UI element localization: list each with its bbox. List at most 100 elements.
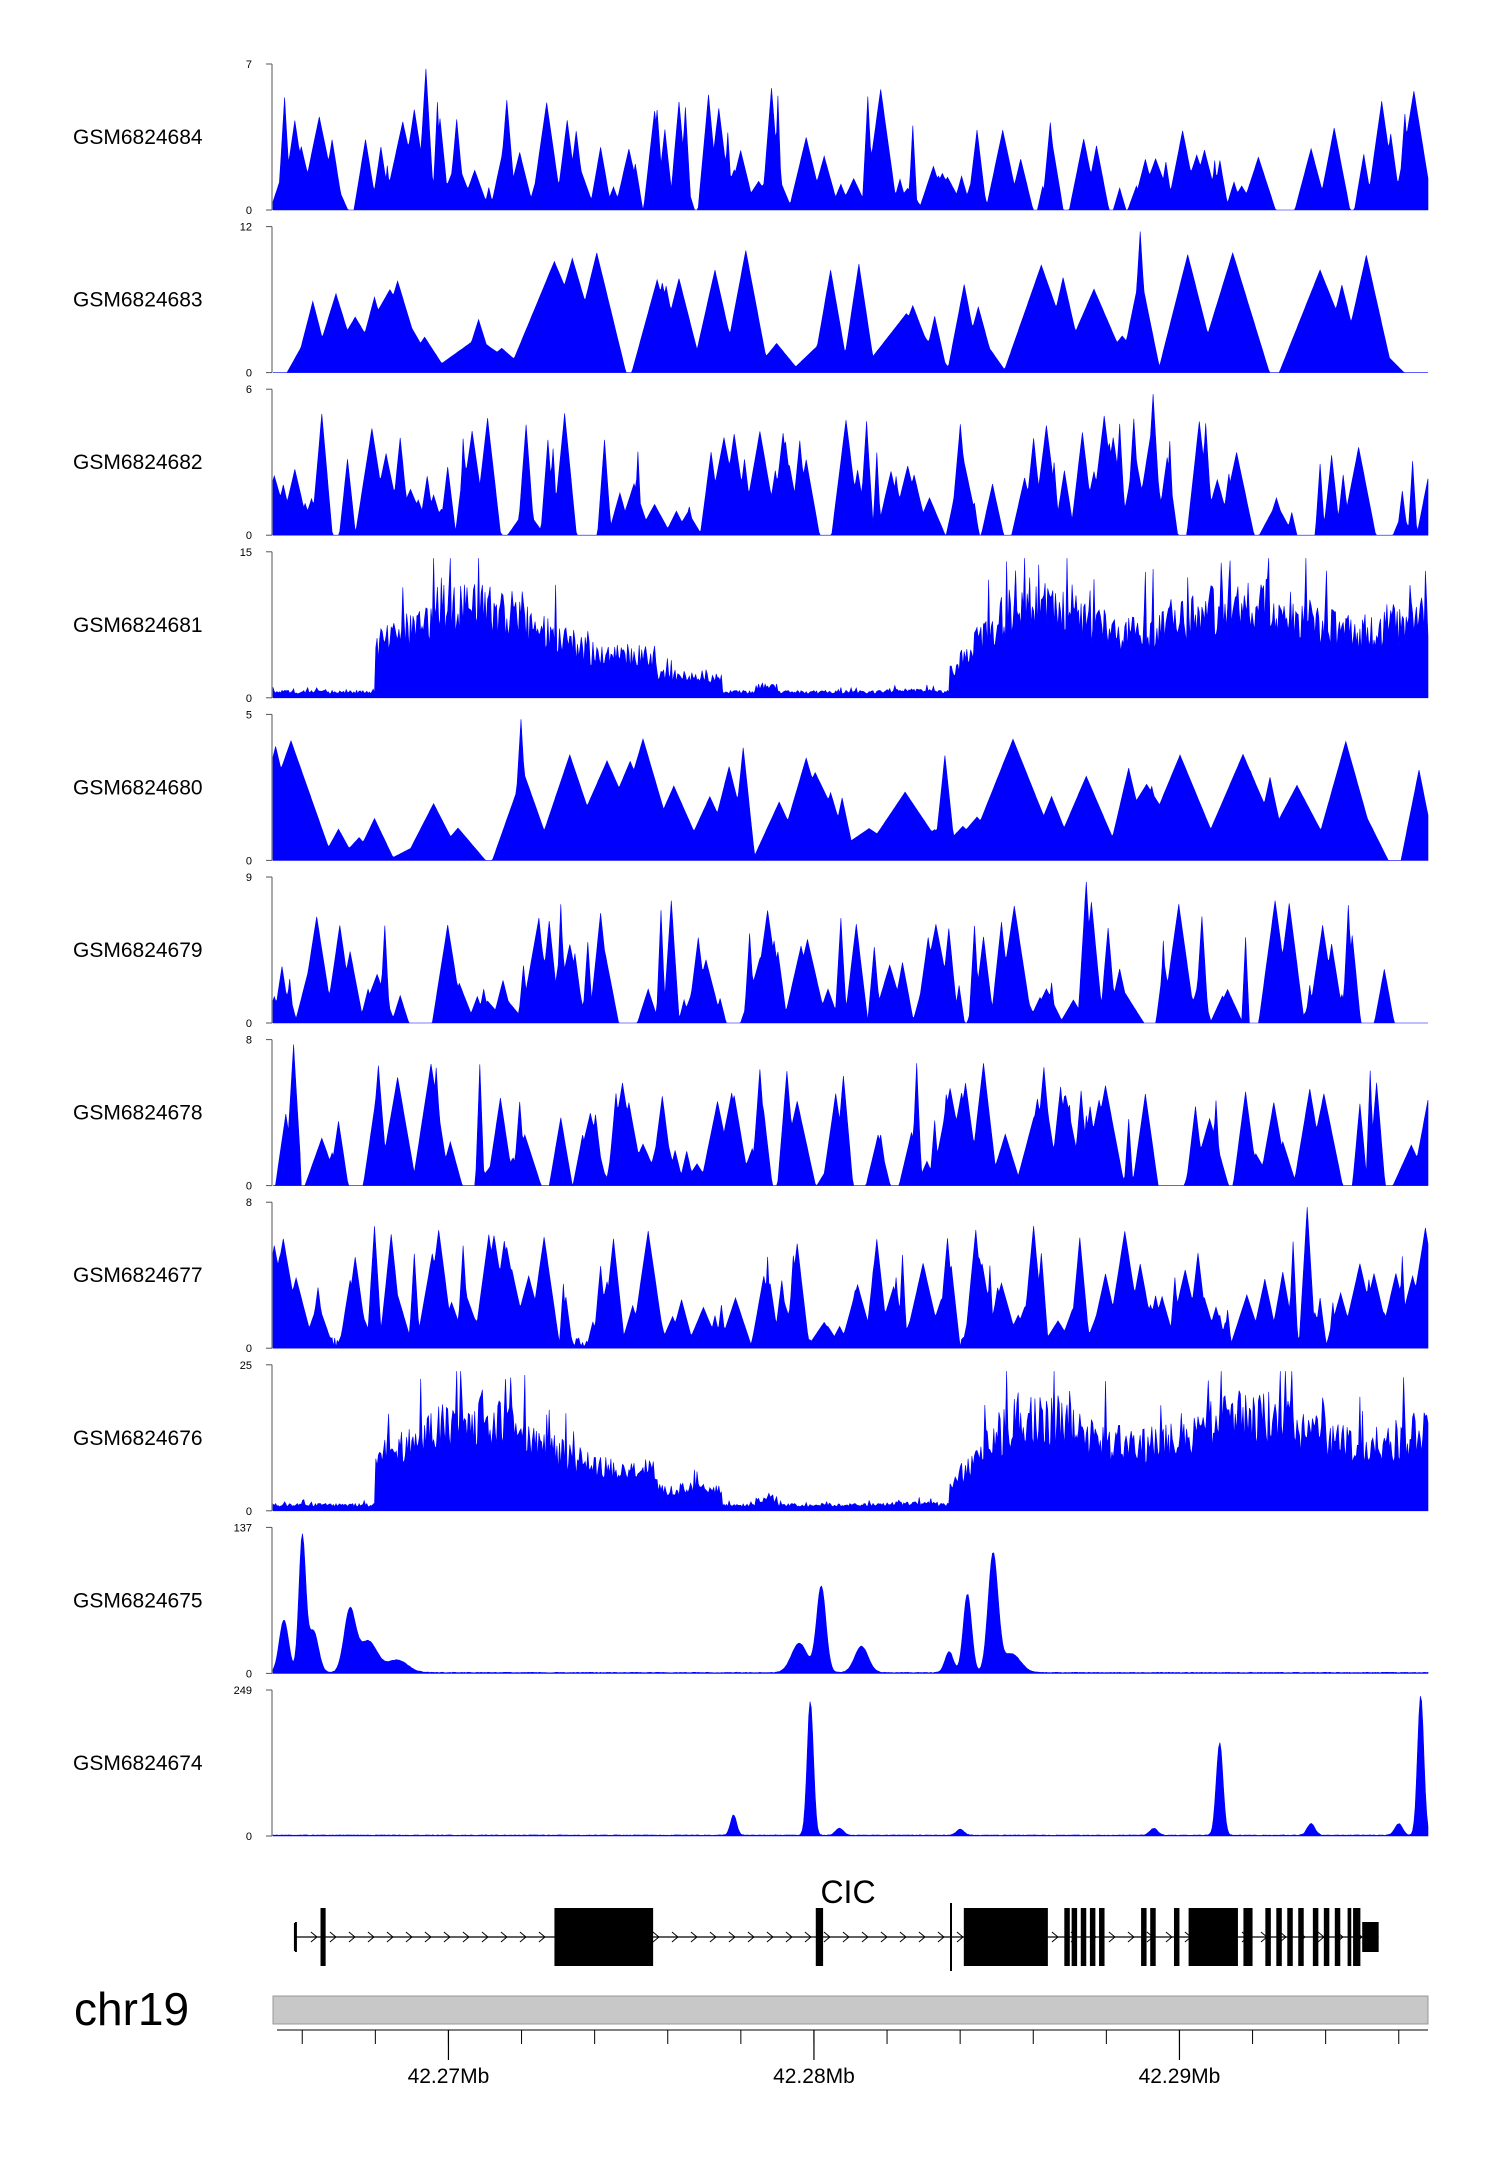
y-min-label: 0 xyxy=(246,205,252,217)
y-min-label: 0 xyxy=(246,855,252,867)
strand-arrow xyxy=(500,1931,508,1943)
gene-exon xyxy=(1287,1908,1293,1966)
track-GSM6824682: GSM6824682 6 0 xyxy=(73,384,1429,542)
track-label: GSM6824674 xyxy=(73,1752,203,1775)
gene-exon xyxy=(1141,1908,1147,1966)
strand-arrow xyxy=(310,1931,318,1943)
strand-arrow xyxy=(538,1931,546,1943)
signal-area xyxy=(272,1207,1429,1349)
gene-exon xyxy=(1353,1908,1361,1966)
strand-arrow xyxy=(747,1931,755,1943)
x-tick-label: 42.27Mb xyxy=(408,2065,490,2088)
signal-area xyxy=(272,558,1429,699)
strand-arrow xyxy=(348,1931,356,1943)
track-label: GSM6824675 xyxy=(73,1589,203,1612)
track-label: GSM6824682 xyxy=(73,451,203,474)
track-label: GSM6824684 xyxy=(73,126,203,149)
track-label: GSM6824677 xyxy=(73,1264,203,1287)
gene-exon xyxy=(815,1908,824,1966)
strand-arrow xyxy=(937,1931,945,1943)
y-max-label: 25 xyxy=(240,1360,252,1372)
track-GSM6824678: GSM6824678 8 0 xyxy=(73,1035,1429,1193)
y-max-label: 6 xyxy=(246,384,252,396)
signal-area xyxy=(272,1371,1429,1512)
x-tick-label: 42.29Mb xyxy=(1139,2065,1221,2088)
gene-exon xyxy=(1323,1908,1330,1966)
gene-model: CIC xyxy=(293,1874,1379,1971)
gene-exon xyxy=(1064,1908,1070,1966)
y-max-label: 7 xyxy=(246,59,252,71)
track-GSM6824674: GSM6824674 249 0 xyxy=(73,1685,1429,1843)
strand-arrow xyxy=(405,1931,413,1943)
y-min-label: 0 xyxy=(246,368,252,380)
gene-exon xyxy=(1099,1908,1105,1966)
track-GSM6824680: GSM6824680 5 0 xyxy=(73,709,1429,867)
gene-exon xyxy=(963,1908,1048,1966)
gene-exon xyxy=(1188,1908,1238,1966)
strand-arrow xyxy=(1165,1931,1173,1943)
strand-arrow xyxy=(671,1931,679,1943)
gene-exon xyxy=(1362,1922,1379,1952)
strand-arrow xyxy=(652,1931,660,1943)
track-label: GSM6824679 xyxy=(73,939,203,962)
y-max-label: 8 xyxy=(246,1197,252,1209)
strand-arrow xyxy=(823,1931,831,1943)
signal-area xyxy=(273,231,1428,373)
strand-arrow xyxy=(481,1931,489,1943)
y-max-label: 249 xyxy=(234,1685,252,1697)
y-min-label: 0 xyxy=(246,1343,252,1355)
track-label: GSM6824678 xyxy=(73,1102,203,1125)
signal-area xyxy=(272,719,1429,861)
track-label: GSM6824680 xyxy=(73,776,203,799)
gene-exon xyxy=(554,1908,654,1966)
y-min-label: 0 xyxy=(246,1668,252,1680)
strand-arrow xyxy=(1108,1931,1116,1943)
y-max-label: 9 xyxy=(246,872,252,884)
gene-exon xyxy=(1150,1908,1156,1966)
y-max-label: 12 xyxy=(240,222,252,234)
gene-label: CIC xyxy=(820,1874,875,1910)
gene-exon xyxy=(1173,1908,1180,1966)
gene-exon xyxy=(1080,1908,1087,1966)
track-GSM6824684: GSM6824684 7 0 xyxy=(73,59,1429,217)
y-min-label: 0 xyxy=(246,693,252,705)
y-min-label: 0 xyxy=(246,1831,252,1843)
track-GSM6824676: GSM6824676 25 0 xyxy=(73,1360,1429,1518)
gene-exon xyxy=(1347,1908,1352,1966)
track-label: GSM6824676 xyxy=(73,1427,203,1450)
y-max-label: 15 xyxy=(240,547,252,559)
gene-exon xyxy=(1265,1908,1271,1966)
track-GSM6824681: GSM6824681 15 0 xyxy=(73,547,1429,705)
signal-area xyxy=(272,1696,1429,1837)
strand-arrow xyxy=(899,1931,907,1943)
gene-exon xyxy=(320,1908,326,1966)
track-label: GSM6824681 xyxy=(73,614,203,637)
strand-arrow xyxy=(804,1931,812,1943)
y-max-label: 137 xyxy=(234,1522,252,1534)
strand-arrow xyxy=(728,1931,736,1943)
gene-exon xyxy=(1071,1908,1078,1966)
strand-arrow xyxy=(424,1931,432,1943)
strand-arrow xyxy=(1051,1931,1059,1943)
strand-arrow xyxy=(690,1931,698,1943)
gene-exon xyxy=(1243,1908,1253,1966)
strand-arrow xyxy=(785,1931,793,1943)
genome-axis: chr19 42.27Mb 42.28Mb 42.29Mb xyxy=(74,1983,1429,2088)
signal-area xyxy=(273,1044,1429,1187)
y-min-label: 0 xyxy=(246,1181,252,1193)
strand-arrow xyxy=(367,1931,375,1943)
gene-exon xyxy=(1298,1908,1304,1966)
y-min-label: 0 xyxy=(246,1506,252,1518)
strand-arrow xyxy=(956,1931,964,1943)
x-tick-label: 42.28Mb xyxy=(773,2065,855,2088)
track-GSM6824683: GSM6824683 12 0 xyxy=(73,222,1428,380)
track-GSM6824675: GSM6824675 137 0 xyxy=(73,1522,1429,1680)
chromosome-ideogram xyxy=(272,1995,1429,2025)
signal-area xyxy=(272,68,1429,211)
gene-exon xyxy=(1334,1908,1341,1966)
gene-exon xyxy=(1089,1908,1096,1966)
track-GSM6824677: GSM6824677 8 0 xyxy=(73,1197,1429,1355)
strand-arrow xyxy=(766,1931,774,1943)
signal-area xyxy=(272,394,1429,536)
